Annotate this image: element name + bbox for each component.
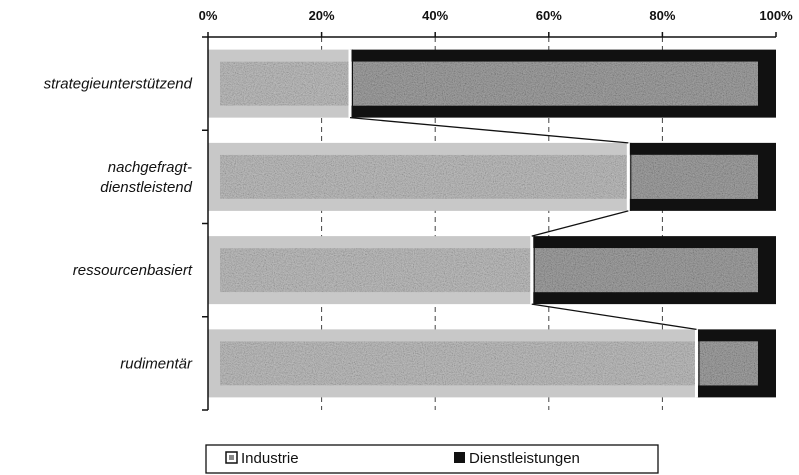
bar-texture — [220, 248, 758, 293]
legend-box — [205, 444, 659, 474]
bars — [208, 49, 776, 398]
series-line — [531, 210, 629, 237]
series-line — [349, 116, 629, 144]
category-label: strategieunterstützend — [44, 76, 193, 93]
axes: 0% 20% 40% 60% 80% 100% — [199, 8, 793, 411]
category-label: rudimentär — [120, 355, 193, 372]
bar-texture — [220, 61, 758, 106]
x-tick-label: 40% — [422, 8, 448, 23]
category-label: nachgefragt- — [108, 159, 192, 176]
x-tick-label: 0% — [199, 8, 218, 23]
category-label: ressourcenbasiert — [73, 262, 193, 279]
x-tick-label: 80% — [649, 8, 675, 23]
x-tick-label: 20% — [309, 8, 335, 23]
bar-texture — [220, 154, 758, 199]
legend-swatch-fill — [229, 455, 234, 460]
series-line — [531, 303, 697, 331]
x-tick-label: 60% — [536, 8, 562, 23]
legend: Industrie Dienstleistungen — [205, 444, 659, 474]
x-tick-label: 100% — [759, 8, 793, 23]
legend-label: Industrie — [241, 450, 299, 467]
series-lines — [349, 116, 697, 331]
labels: strategieunterstützend nachgefragt-dienst… — [44, 76, 193, 373]
bar-texture — [220, 341, 758, 386]
legend-swatch-dienstleistungen — [454, 452, 465, 463]
legend-label: Dienstleistungen — [469, 450, 580, 467]
category-label: dienstleistend — [100, 179, 192, 196]
